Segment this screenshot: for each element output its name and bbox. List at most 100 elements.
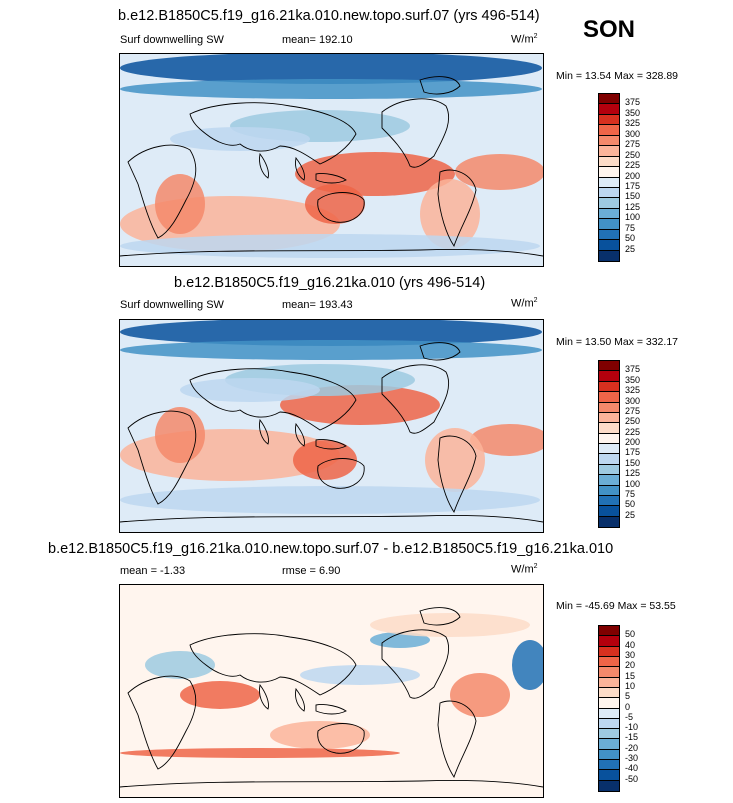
colorbar-swatch: [599, 187, 619, 199]
coastline: [315, 439, 347, 450]
coastlines: [120, 607, 543, 788]
coastline: [295, 156, 305, 181]
contour-region: [180, 378, 320, 402]
colorbar: [598, 625, 620, 792]
contour-region: [145, 651, 215, 679]
colorbar-tick-label: 175: [625, 180, 641, 191]
coastline: [259, 683, 269, 710]
coastline: [127, 144, 197, 239]
units-label: W/m2: [511, 563, 538, 576]
colorbar-tick-label: 15: [625, 670, 636, 681]
colorbar-swatch: [599, 656, 619, 668]
map-field: [120, 320, 543, 532]
coastline: [317, 458, 365, 489]
colorbar-tick-label: 100: [625, 212, 641, 223]
contour-region: [305, 184, 365, 224]
contour-region: [120, 486, 540, 514]
coastline: [295, 422, 305, 447]
colorbar-swatch: [599, 94, 619, 105]
colorbar-tick-label: 300: [625, 128, 641, 139]
coastline: [120, 249, 543, 257]
coastlines: [120, 342, 543, 523]
colorbar-swatch: [599, 495, 619, 507]
colorbar-swatch: [599, 708, 619, 719]
colorbar-swatch: [599, 718, 619, 730]
contour-region: [270, 721, 370, 749]
colorbar-tick-label: 375: [625, 97, 641, 108]
colorbar-tick-label: 30: [625, 649, 636, 660]
coastline: [381, 364, 450, 434]
contour-region: [120, 234, 540, 258]
colorbar-tick-label: 40: [625, 639, 636, 650]
colorbar-swatch: [599, 219, 619, 230]
map-field: [120, 54, 543, 266]
colorbar-swatch: [599, 687, 619, 699]
coastline: [315, 704, 347, 715]
colorbar-tick-label: 75: [625, 488, 636, 499]
colorbar-tick-label: 50: [625, 499, 636, 510]
colorbar-tick-label: 50: [625, 629, 636, 640]
colorbar-tick-label: 150: [625, 191, 641, 202]
mean-label: mean= 193.43: [282, 299, 353, 311]
colorbar-swatch: [599, 444, 619, 455]
colorbar-swatch: [599, 240, 619, 251]
colorbar-swatch: [599, 156, 619, 168]
colorbar-tick-label: 10: [625, 680, 636, 691]
colorbar-swatch: [599, 125, 619, 136]
colorbar-tick-label: 175: [625, 447, 641, 458]
colorbar-swatch: [599, 167, 619, 178]
coastlines: [120, 76, 543, 257]
coastline: [127, 675, 197, 770]
colorbar-tick-label: 125: [625, 201, 641, 212]
colorbar-swatch: [599, 198, 619, 209]
colorbar: [598, 360, 620, 528]
colorbar-swatch: [599, 392, 619, 403]
colorbar-swatch: [599, 412, 619, 424]
mean-label: mean = -1.33: [120, 565, 186, 577]
rmse-label: rmse = 6.90: [282, 565, 341, 577]
coastline: [120, 780, 543, 788]
map-plot: [119, 584, 544, 798]
coastline: [437, 700, 477, 779]
colorbar-tick-label: -40: [625, 763, 639, 774]
map-field: [120, 585, 543, 797]
colorbar-tick-label: -20: [625, 742, 639, 753]
contour-region: [120, 748, 400, 758]
colorbar-swatch: [599, 780, 619, 791]
colorbar-swatch: [599, 770, 619, 781]
panel-title: b.e12.B1850C5.f19_g16.21ka.010 (yrs 496-…: [174, 275, 486, 291]
coastline: [381, 629, 450, 699]
colorbar-swatch: [599, 626, 619, 637]
colorbar-swatch: [599, 104, 619, 115]
coastline: [259, 418, 269, 445]
colorbar-tick-label: 200: [625, 170, 641, 181]
contour-region: [300, 665, 420, 685]
colorbar-swatch: [599, 433, 619, 444]
minmax-label: Min = 13.50 Max = 332.17: [556, 336, 678, 348]
variable-label: Surf downwelling SW: [120, 34, 224, 46]
colorbar-tick-label: 225: [625, 426, 641, 437]
coastline: [419, 76, 461, 95]
colorbar-tick-label: 250: [625, 416, 641, 427]
colorbar-tick-label: -30: [625, 753, 639, 764]
colorbar-tick-label: -15: [625, 732, 639, 743]
colorbar-tick-label: 325: [625, 118, 641, 129]
coastline: [437, 169, 477, 248]
colorbar-swatch: [599, 361, 619, 372]
contour-region: [425, 428, 485, 492]
colorbar-tick-label: -5: [625, 711, 634, 722]
coastline: [317, 192, 365, 223]
colorbar-swatch: [599, 749, 619, 761]
colorbar-swatch: [599, 516, 619, 527]
colorbar-tick-label: 50: [625, 233, 636, 244]
coastline: [315, 173, 347, 184]
colorbar-tick-label: 125: [625, 468, 641, 479]
colorbar-swatch: [599, 677, 619, 688]
contour-region: [420, 179, 480, 249]
coastline: [189, 102, 357, 165]
contour-region: [120, 320, 542, 346]
contour-region: [293, 440, 357, 480]
mean-label: mean= 192.10: [282, 34, 353, 46]
colorbar-swatch: [599, 454, 619, 465]
colorbar-swatch: [599, 208, 619, 220]
